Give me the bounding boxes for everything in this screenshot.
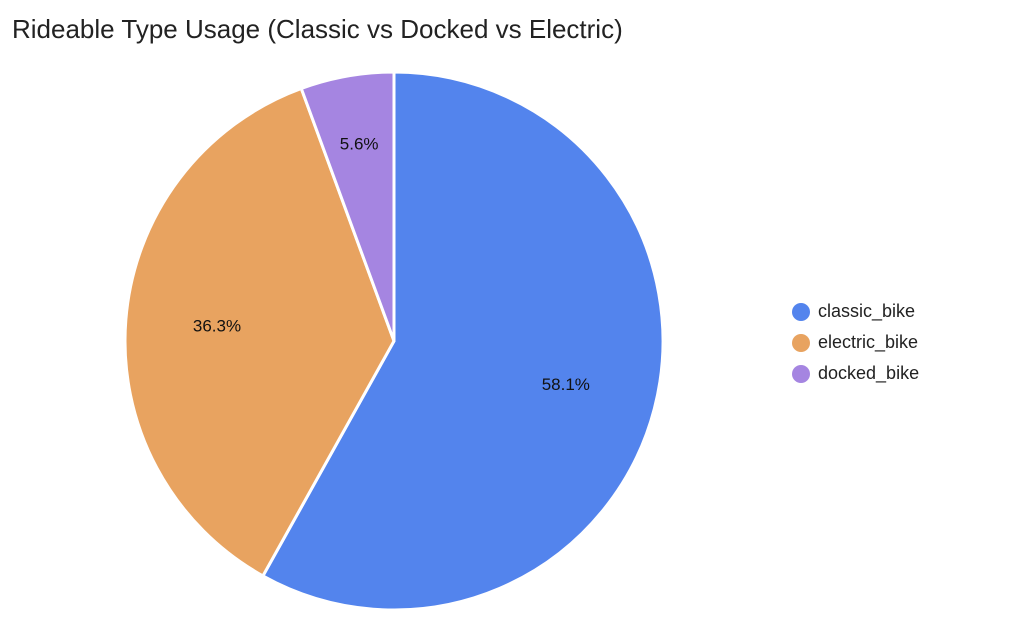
legend: classic_bike electric_bike docked_bike (792, 296, 919, 389)
legend-swatch-electric-bike (792, 333, 810, 352)
slice-label-electric-bike: 36.3% (193, 317, 241, 336)
slice-label-classic-bike: 58.1% (542, 375, 590, 394)
legend-label-docked-bike: docked_bike (818, 363, 920, 383)
pie-slice-classic-bike[interactable] (261, 70, 665, 612)
legend-item-classic-bike[interactable]: classic_bike (792, 296, 919, 327)
legend-item-docked-bike[interactable]: docked_bike (792, 358, 919, 389)
chart-title: Rideable Type Usage (Classic vs Docked v… (12, 14, 623, 44)
legend-swatch-classic-bike (792, 302, 810, 321)
legend-label-electric-bike: electric_bike (818, 332, 919, 352)
pie-slice-docked-bike[interactable] (299, 70, 396, 343)
pie-slice-electric-bike[interactable] (123, 86, 396, 578)
legend-label-classic-bike: classic_bike (818, 301, 916, 321)
legend-swatch-docked-bike (792, 364, 810, 383)
legend-item-electric-bike[interactable]: electric_bike (792, 327, 919, 358)
slice-label-docked-bike: 5.6% (340, 134, 379, 153)
